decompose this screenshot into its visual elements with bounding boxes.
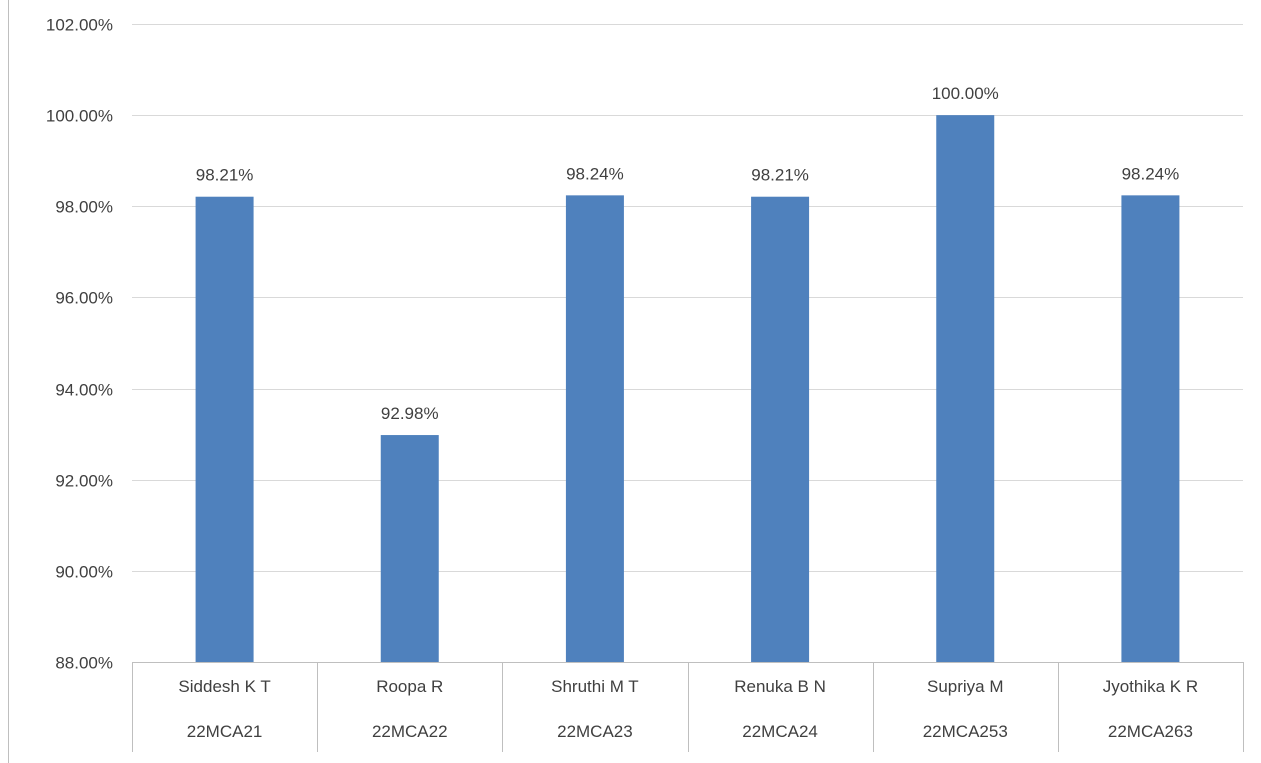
bars [195, 115, 1180, 663]
data-label: 98.24% [566, 164, 624, 183]
bar [1121, 195, 1180, 662]
x-category-name: Supriya M [927, 677, 1004, 696]
data-label: 98.21% [196, 166, 254, 185]
x-category-id: 22MCA21 [187, 722, 263, 741]
bar [936, 115, 995, 662]
x-category-id: 22MCA253 [923, 722, 1008, 741]
x-category-name: Renuka B N [734, 677, 826, 696]
labels: 88.00% 90.00% 92.00% 94.00% 96.00% 98.00% 100.… [46, 16, 1198, 742]
y-tick-label: 94.00% [55, 381, 113, 400]
bar [195, 196, 254, 663]
data-label: 92.98% [381, 404, 439, 423]
x-category-id: 22MCA22 [372, 722, 448, 741]
y-tick-label: 88.00% [55, 654, 113, 673]
x-category-name: Jyothika K R [1103, 677, 1198, 696]
y-tick-label: 98.00% [55, 198, 113, 217]
data-label: 98.21% [751, 166, 809, 185]
data-label: 98.24% [1122, 164, 1180, 183]
bar [565, 195, 624, 662]
x-category-name: Shruthi M T [551, 677, 639, 696]
y-tick-label: 96.00% [55, 289, 113, 308]
gridlines [132, 24, 1243, 572]
y-tick-label: 92.00% [55, 472, 113, 491]
bar [380, 435, 439, 662]
axes [8, 0, 1244, 763]
data-label: 100.00% [932, 84, 999, 103]
x-category-name: Siddesh K T [178, 677, 270, 696]
bar [751, 196, 810, 663]
y-tick-label: 100.00% [46, 107, 113, 126]
y-tick-label: 90.00% [55, 563, 113, 582]
y-tick-label: 102.00% [46, 16, 113, 35]
x-category-id: 22MCA263 [1108, 722, 1193, 741]
x-category-id: 22MCA23 [557, 722, 633, 741]
x-category-name: Roopa R [376, 677, 443, 696]
x-category-id: 22MCA24 [742, 722, 818, 741]
